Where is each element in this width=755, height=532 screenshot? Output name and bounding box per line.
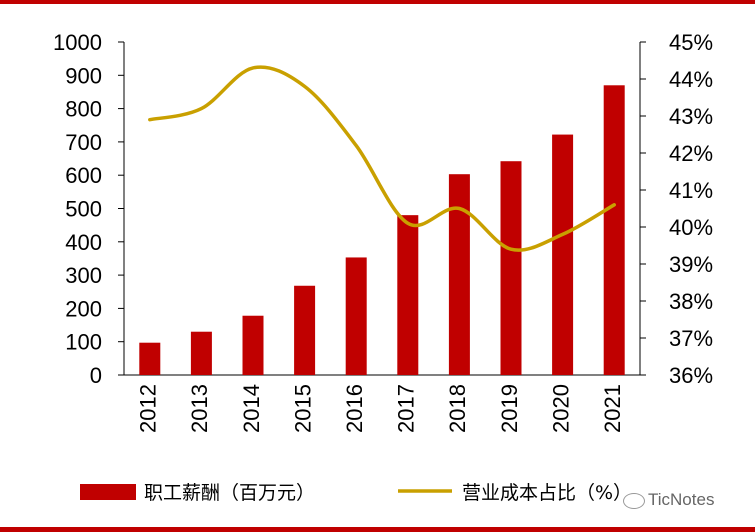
right-tick-label: 38% — [669, 289, 713, 314]
right-tick-label: 37% — [669, 326, 713, 351]
left-tick-label: 900 — [65, 63, 102, 88]
left-tick-label: 800 — [65, 97, 102, 122]
bar-2015 — [294, 285, 316, 375]
x-tick-label: 2014 — [239, 384, 264, 433]
top-rule — [0, 0, 755, 4]
x-tick-label: 2018 — [445, 384, 470, 433]
left-tick-label: 400 — [65, 230, 102, 255]
left-tick-label: 0 — [90, 363, 102, 388]
legend-line-label: 营业成本占比（%） — [462, 482, 632, 504]
x-tick-label: 2015 — [290, 384, 315, 433]
x-tick-label: 2020 — [548, 384, 573, 433]
right-tick-label: 43% — [669, 104, 713, 129]
bar-2018 — [448, 174, 470, 375]
bar-2013 — [190, 331, 212, 375]
right-tick-label: 45% — [669, 30, 713, 55]
left-tick-label: 200 — [65, 296, 102, 321]
bar-2012 — [139, 342, 161, 375]
x-tick-label: 2016 — [342, 384, 367, 433]
bar-2019 — [500, 161, 522, 375]
left-axis-ticks: 0 100 200 300 400 500 600 700 800 900 1000 — [53, 30, 124, 388]
watermark-text: TicNotes — [648, 490, 715, 509]
right-tick-label: 36% — [669, 363, 713, 388]
right-tick-label: 40% — [669, 215, 713, 240]
watermark-logo-icon — [623, 492, 645, 509]
x-tick-label: 2021 — [600, 384, 625, 433]
watermark: TicNotes — [623, 490, 714, 510]
right-axis-ticks: 36% 37% 38% 39% 40% 41% 42% 43% 44% 45% — [640, 30, 713, 388]
left-tick-label: 300 — [65, 263, 102, 288]
x-tick-label: 2017 — [394, 384, 419, 433]
bar-series — [139, 85, 625, 375]
left-tick-label: 700 — [65, 130, 102, 155]
right-tick-label: 44% — [669, 67, 713, 92]
right-tick-label: 39% — [669, 252, 713, 277]
right-tick-label: 42% — [669, 141, 713, 166]
left-tick-label: 100 — [65, 330, 102, 355]
bar-2021 — [603, 85, 625, 375]
x-tick-label: 2019 — [497, 384, 522, 433]
left-tick-label: 600 — [65, 163, 102, 188]
legend-bar-label: 职工薪酬（百万元） — [144, 482, 315, 504]
left-tick-label: 1000 — [53, 30, 102, 55]
x-tick-label: 2012 — [136, 384, 161, 433]
bar-2017 — [397, 215, 419, 375]
bar-2016 — [345, 257, 367, 375]
legend-bar-swatch — [80, 484, 136, 500]
x-axis-ticks: 2012 2013 2014 2015 2016 2017 2018 2019 2020 2021 — [136, 384, 625, 433]
x-tick-label: 2013 — [187, 384, 212, 433]
right-tick-label: 41% — [669, 178, 713, 203]
bottom-rule — [0, 527, 755, 532]
bar-2020 — [552, 134, 574, 375]
left-tick-label: 500 — [65, 197, 102, 222]
bar-2014 — [242, 315, 264, 375]
line-series-cost-ratio — [148, 65, 616, 252]
